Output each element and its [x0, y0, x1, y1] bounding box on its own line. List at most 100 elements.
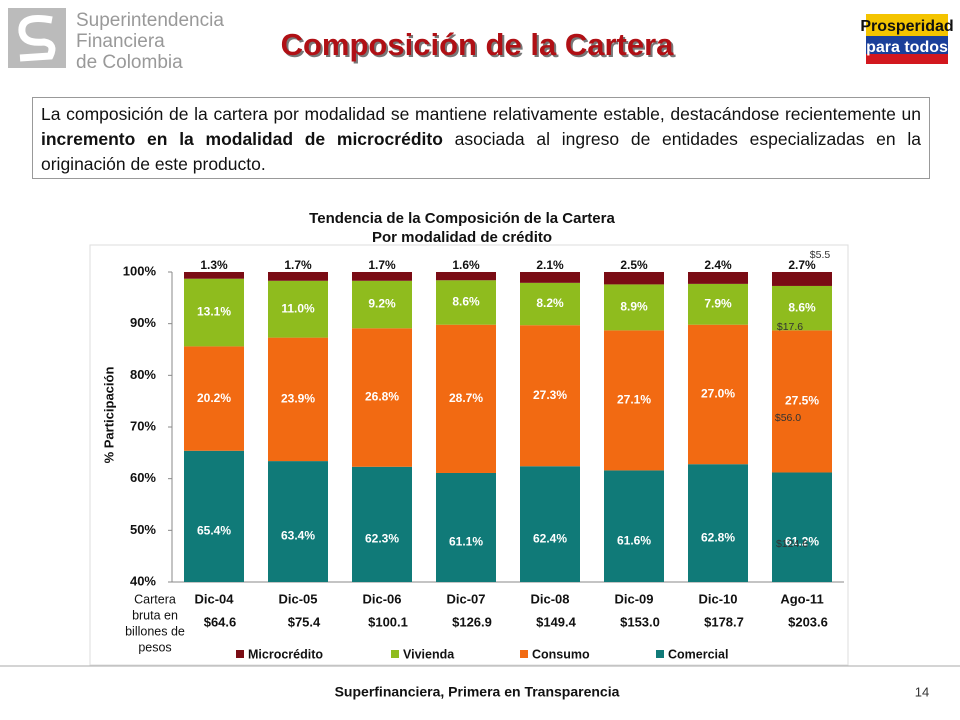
bar-segment: [520, 466, 580, 582]
value-label: 61.6%: [617, 533, 651, 547]
value-label: 7.9%: [704, 296, 732, 310]
x-tick-label: Dic-07: [446, 591, 485, 606]
value-label: 62.8%: [701, 530, 735, 544]
value-label: 13.1%: [197, 305, 231, 319]
totals-row-label: pesos: [138, 640, 171, 654]
annotation: $124.6: [776, 538, 808, 550]
logo-text: para todos: [866, 39, 948, 56]
value-label: 23.9%: [281, 392, 315, 406]
text: asociada al ingreso de entidades especia…: [41, 129, 921, 174]
value-label: 1.7%: [284, 258, 312, 272]
y-tick-label: 70%: [130, 418, 156, 433]
value-label: 65.4%: [197, 524, 231, 538]
bar-segment: [604, 470, 664, 582]
footer-text: Superfinanciera, Primera en Transparenci…: [335, 684, 620, 700]
bar-segment: [688, 464, 748, 582]
value-label: 27.1%: [617, 393, 651, 407]
value-label: 61.1%: [449, 535, 483, 549]
totals-row-label: bruta en: [132, 608, 178, 622]
legend-label: Vivienda: [403, 647, 455, 661]
title-shadow: Composición de la Cartera: [283, 29, 677, 64]
logo-text: Prosperidad: [860, 18, 953, 35]
x-tick-label: Dic-05: [278, 591, 317, 606]
logo-text: Financiera: [76, 31, 165, 52]
bar-segment: [184, 346, 244, 451]
bar-segment: [352, 272, 412, 281]
logo-band: [866, 36, 948, 54]
total-label: $203.6: [788, 614, 828, 629]
page-number: 14: [915, 684, 929, 699]
total-label: $126.9: [452, 614, 492, 629]
totals-row-label: Cartera: [134, 592, 176, 606]
slide-title: Composición de la Cartera: [281, 27, 675, 62]
value-label: 27.5%: [785, 394, 819, 408]
value-label: 1.3%: [200, 258, 228, 272]
annotation: $17.6: [777, 321, 803, 333]
value-label: 61.2%: [785, 534, 819, 548]
bar-segment: [604, 272, 664, 285]
value-label: 8.6%: [788, 300, 816, 314]
logo-text: de Colombia: [76, 52, 183, 73]
total-label: $153.0: [620, 614, 660, 629]
logo-band: [866, 14, 948, 36]
total-label: $178.7: [704, 614, 744, 629]
text-bold: incremento en la modalidad de microcrédi…: [41, 129, 443, 149]
total-label: $64.6: [204, 614, 237, 629]
value-label: 2.7%: [788, 258, 816, 272]
bar-segment: [436, 280, 496, 325]
value-label: 11.0%: [281, 301, 315, 315]
value-label: 63.4%: [281, 529, 315, 543]
text: La composición de la cartera por modalid…: [41, 104, 921, 124]
total-label: $75.4: [288, 614, 321, 629]
value-label: 27.3%: [533, 388, 567, 402]
bar-segment: [436, 472, 496, 582]
y-axis-label: % Participación: [101, 367, 116, 464]
bar-segment: [772, 285, 832, 331]
value-label: 1.7%: [368, 258, 396, 272]
annotation: $5.5: [810, 249, 831, 261]
x-tick-label: Dic-04: [194, 591, 234, 606]
bar-segment: [268, 337, 328, 462]
value-label: 8.2%: [536, 296, 564, 310]
bar-segment: [772, 472, 832, 582]
y-tick-label: 60%: [130, 470, 156, 485]
summary-text: La composición de la cartera por modalid…: [32, 97, 930, 179]
y-tick-label: 50%: [130, 522, 156, 537]
bar-segment: [772, 272, 832, 286]
value-label: 28.7%: [449, 391, 483, 405]
bar-segment: [352, 466, 412, 582]
annotation: $56.0: [775, 412, 801, 424]
value-label: 27.0%: [701, 387, 735, 401]
value-label: 26.8%: [365, 390, 399, 404]
bar-segment: [688, 324, 748, 465]
value-label: 8.9%: [620, 300, 648, 314]
logo-s: [18, 15, 56, 62]
logo-band: [866, 54, 948, 64]
bar-segment: [352, 328, 412, 467]
chart-title: Tendencia de la Composición de la Carter…: [309, 210, 615, 227]
value-label: 2.4%: [704, 258, 732, 272]
value-label: 20.2%: [197, 391, 231, 405]
value-label: 1.6%: [452, 258, 480, 272]
total-label: $100.1: [368, 614, 408, 629]
bar-segment: [268, 461, 328, 582]
bar-segment: [520, 282, 580, 326]
value-label: 2.5%: [620, 258, 648, 272]
chart-subtitle: Por modalidad de crédito: [372, 229, 552, 246]
bar-segment: [604, 330, 664, 471]
legend-label: Comercial: [668, 647, 728, 661]
bar-segment: [688, 283, 748, 325]
legend-swatch: [656, 650, 664, 658]
bar-segment: [688, 272, 748, 284]
value-label: 2.1%: [536, 258, 564, 272]
legend-label: Consumo: [532, 647, 590, 661]
bar-segment: [436, 272, 496, 281]
value-label: 62.4%: [533, 531, 567, 545]
y-tick-label: 80%: [130, 367, 156, 382]
legend-label: Microcrédito: [248, 647, 323, 661]
y-tick-label: 100%: [123, 263, 157, 278]
logo-text: Superintendencia: [76, 10, 224, 31]
legend-swatch: [391, 650, 399, 658]
x-tick-label: Ago-11: [780, 591, 823, 606]
